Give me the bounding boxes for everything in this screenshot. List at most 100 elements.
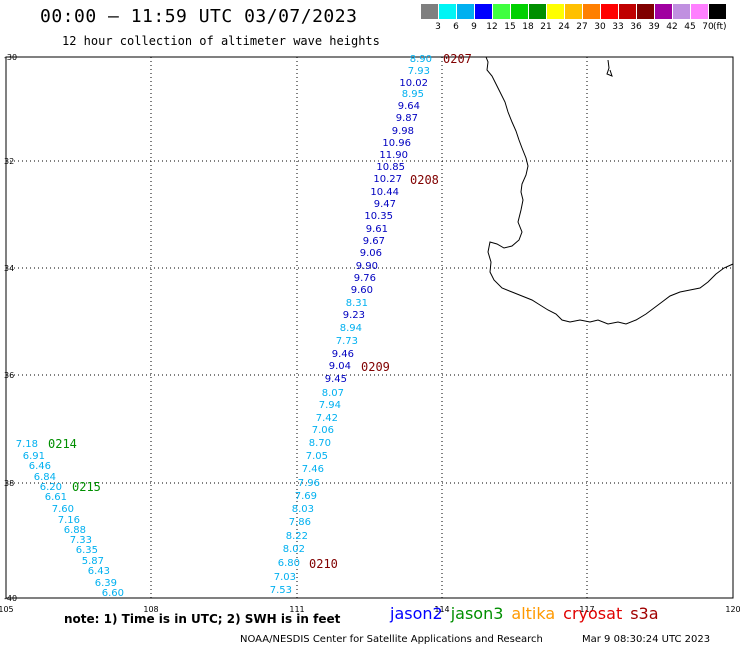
pass-time-label: 0209 xyxy=(361,360,390,374)
legend-swatch-label: 30 xyxy=(594,22,606,32)
swh-value: 8.02 xyxy=(283,544,305,555)
longitude-label: 108 xyxy=(143,605,158,614)
longitude-labels: 105 108 111 114 117 120 xyxy=(0,605,740,614)
swh-value: 9.64 xyxy=(398,101,420,112)
longitude-label: 114 xyxy=(434,605,449,614)
swh-value: 9.76 xyxy=(354,273,376,284)
satellite-name: s3a xyxy=(630,604,659,623)
legend-swatch xyxy=(511,4,528,19)
swh-value: 9.04 xyxy=(329,361,351,372)
swh-value: 8.94 xyxy=(340,323,362,334)
swh-value: 10.27 xyxy=(373,174,402,185)
latitude-label: -40 xyxy=(4,594,17,603)
legend-swatch-label: 3 xyxy=(435,22,441,32)
latitude-label: 34 xyxy=(4,264,14,273)
latitude-label: 32 xyxy=(4,157,14,166)
swh-value: 7.73 xyxy=(336,336,358,347)
graticule xyxy=(6,57,733,598)
swh-value: 7.60 xyxy=(52,504,74,515)
coastline xyxy=(485,56,734,325)
swh-value: 9.60 xyxy=(351,285,373,296)
satellite-name: jason3 xyxy=(450,604,504,623)
swh-value: 10.02 xyxy=(399,78,428,89)
swh-value: 9.90 xyxy=(356,261,378,272)
swh-value: 7.03 xyxy=(274,572,296,583)
legend-swatch xyxy=(475,4,492,19)
credit-line: NOAA/NESDIS Center for Satellite Applica… xyxy=(240,634,543,645)
swh-value: 10.96 xyxy=(382,138,411,149)
legend-swatch xyxy=(655,4,672,19)
pass-time-label: 0214 xyxy=(48,437,77,451)
legend-swatch xyxy=(691,4,708,19)
legend-swatch xyxy=(439,4,456,19)
legend-swatch-label: 6 xyxy=(453,22,459,32)
swh-value: 6.80 xyxy=(278,558,300,569)
swh-value: 8.03 xyxy=(292,504,314,515)
legend-swatch xyxy=(637,4,654,19)
legend-swatch xyxy=(619,4,636,19)
map-frame xyxy=(5,56,734,599)
swh-value: 8.95 xyxy=(402,89,424,100)
legend-swatch xyxy=(601,4,618,19)
legend-swatch-label: 42 xyxy=(666,22,678,32)
swh-value: 7.46 xyxy=(302,464,324,475)
swh-value: 9.06 xyxy=(360,248,382,259)
satellite-name: jason2 xyxy=(390,604,443,623)
swh-value: 6.61 xyxy=(45,492,67,503)
legend-swatch-label: 45 xyxy=(684,22,696,32)
swh-value: 6.39 xyxy=(95,578,117,589)
swh-value: 9.61 xyxy=(366,224,388,235)
swh-value: 6.35 xyxy=(76,545,98,556)
map-subtitle: 12 hour collection of altimeter wave hei… xyxy=(62,34,380,48)
swh-value: 6.88 xyxy=(64,525,86,536)
longitude-label: 120 xyxy=(725,605,740,614)
swh-value: 6.91 xyxy=(23,451,45,462)
legend-swatch xyxy=(709,4,726,19)
coastline-detail xyxy=(606,59,613,77)
longitude-label: 117 xyxy=(579,605,594,614)
legend-swatch-label: 21 xyxy=(540,22,552,32)
legend-swatch xyxy=(529,4,546,19)
legend-swatch-label: 36 xyxy=(630,22,642,32)
swh-value: 6.43 xyxy=(88,566,110,577)
footer-note: note: 1) Time is in UTC; 2) SWH is in fe… xyxy=(64,612,341,626)
legend-unit: (ft) xyxy=(713,22,727,32)
swh-value: 9.47 xyxy=(374,199,396,210)
satellite-legend: jason2 jason3 altika cryosat s3a xyxy=(390,604,667,623)
swh-value: 10.35 xyxy=(364,211,393,222)
legend-swatch-label: 24 xyxy=(558,22,570,32)
swh-value: 7.93 xyxy=(408,66,430,77)
legend-swatch xyxy=(673,4,690,19)
satellite-name: cryosat xyxy=(563,604,623,623)
swh-value: 7.42 xyxy=(316,413,338,424)
legend-swatch-label: 27 xyxy=(576,22,588,32)
swh-value: 7.16 xyxy=(58,515,80,526)
swh-value: 11.90 xyxy=(379,150,408,161)
legend-swatch xyxy=(457,4,474,19)
legend-swatch xyxy=(493,4,510,19)
swh-value: 7.94 xyxy=(319,400,341,411)
longitude-label: 105 xyxy=(0,605,14,614)
swh-value: 7.05 xyxy=(306,451,328,462)
swh-value: 9.67 xyxy=(363,236,385,247)
swh-value: 7.53 xyxy=(270,585,292,596)
legend-swatch-label: 39 xyxy=(648,22,660,32)
legend-swatch-label: 9 xyxy=(471,22,477,32)
swh-value: 10.85 xyxy=(376,162,405,173)
swh-value: 7.69 xyxy=(295,491,317,502)
latitude-labels: -30 32 34 36 38 -40 xyxy=(4,53,17,603)
swh-value: 10.44 xyxy=(370,187,399,198)
swh-value: 6.60 xyxy=(102,588,124,599)
swh-value: 9.87 xyxy=(396,113,418,124)
pass-time-label: 0208 xyxy=(410,173,439,187)
swh-value: 6.46 xyxy=(29,461,51,472)
legend-swatch-label: 12 xyxy=(486,22,498,32)
pass-time-label: 0215 xyxy=(72,480,101,494)
swh-value: 9.45 xyxy=(325,374,347,385)
satellite-name: altika xyxy=(511,604,556,623)
longitude-label: 111 xyxy=(289,605,304,614)
legend-swatch-label: 70 xyxy=(702,22,714,32)
legend-swatch xyxy=(565,4,582,19)
generated-timestamp: Mar 9 08:30:24 UTC 2023 xyxy=(582,634,711,645)
